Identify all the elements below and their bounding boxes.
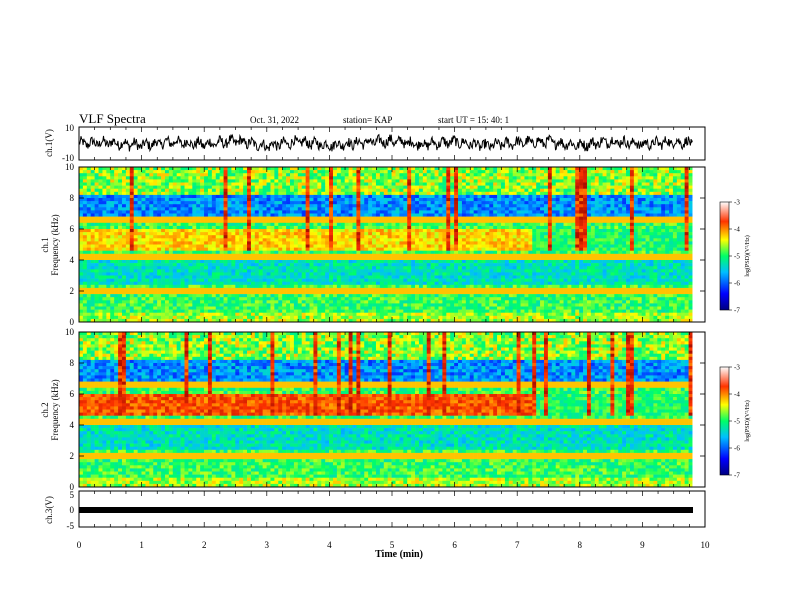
ch1-ytick-bottom: -10	[62, 153, 74, 163]
ch1-waveform-trace	[78, 133, 693, 153]
ch2-spec-ytick-label: 6	[70, 389, 75, 399]
ch1-spec-ytick-label: 6	[70, 224, 75, 234]
x-tick-label: 0	[77, 540, 82, 550]
x-tick-label: 5	[390, 540, 395, 550]
ch2-colorbar-tick: -5	[734, 418, 740, 426]
x-tick-label: 7	[515, 540, 520, 550]
ch2-colorbar-label: log(PSD)(V²/Hz)	[744, 400, 751, 441]
figure-title: VLF Spectra	[79, 111, 146, 126]
ch3-ylabel: ch.3(V)	[44, 496, 54, 524]
ch1-colorbar-tick: -3	[734, 199, 740, 207]
station-label: station= KAP	[343, 115, 392, 125]
ch2-colorbar-tick: -7	[734, 472, 740, 480]
ch1-colorbar-tick: -6	[734, 280, 740, 288]
x-tick-label: 6	[452, 540, 457, 550]
ch2-colorbar-tick: -6	[734, 445, 740, 453]
ch2-spec-ylabel-frequency: Frequency (kHz)	[50, 379, 60, 440]
ch2-colorbar: -3 -4 -5 -6 -7 log(PSD)(V²/Hz)	[719, 364, 751, 480]
ch1-colorbar: -3 -4 -5 -6 -7 log(PSD)(V²/Hz)	[719, 199, 751, 315]
start-time-label: start UT = 15: 40: 1	[438, 115, 509, 125]
ch1-ytick-top: 10	[65, 123, 75, 133]
ch2-colorbar-tick: -3	[734, 364, 740, 372]
ch2-spec-ytick-label: 10	[65, 327, 75, 337]
ch1-spec-ytick-label: 0	[70, 317, 75, 327]
x-axis-label: Time (min)	[375, 549, 423, 560]
ch3-ytick-mid: 0	[70, 505, 75, 515]
ch1-spec-ytick-label: 2	[70, 286, 75, 296]
ch3-waveform-trace	[79, 507, 693, 513]
ch1-waveform-panel: 10 -10 ch.1(V)	[44, 123, 706, 163]
ch2-spec-ytick-label: 2	[70, 451, 75, 461]
ch2-spec-ytick-label: 8	[70, 358, 75, 368]
x-tick-label: 1	[139, 540, 144, 550]
date-label: Oct. 31, 2022	[250, 115, 299, 125]
ch1-colorbar-tick: -5	[734, 253, 740, 261]
x-tick-label: 2	[202, 540, 207, 550]
x-tick-label: 4	[327, 540, 332, 550]
ch1-spec-ytick-label: 10	[65, 162, 75, 172]
x-tick-label: 8	[578, 540, 583, 550]
ch2-spectrogram-panel: 0 2 4 6 8 10 ch.2 Frequency (kHz)	[40, 327, 706, 492]
ch2-spec-ytick-label: 4	[70, 420, 75, 430]
ch2-spectrogram-image	[79, 332, 705, 488]
ch3-waveform-panel: 5 0 -5 ch.3(V)	[44, 490, 706, 531]
x-tick-label: 9	[640, 540, 645, 550]
ch1-spectrogram-panel: 0 2 4 6 8 10 ch.1 Frequency (kHz)	[40, 162, 706, 327]
x-tick-label: 3	[265, 540, 270, 550]
ch1-spec-ylabel-frequency: Frequency (kHz)	[50, 214, 60, 275]
ch1-colorbar-label: log(PSD)(V²/Hz)	[744, 235, 751, 276]
ch1-ylabel: ch.1(V)	[44, 129, 54, 157]
ch1-spec-ytick-label: 4	[70, 255, 75, 265]
ch1-colorbar-tick: -7	[734, 307, 740, 315]
ch3-ytick-top: 5	[70, 490, 75, 500]
ch2-spec-ytick-label: 0	[70, 482, 75, 492]
ch1-colorbar-tick: -4	[734, 226, 740, 234]
ch1-spec-ylabel-channel: ch.1	[40, 237, 50, 252]
ch2-spec-ylabel-channel: ch.2	[40, 402, 50, 417]
ch3-ytick-bottom: -5	[67, 521, 75, 531]
ch1-spec-ytick-label: 8	[70, 193, 75, 203]
ch2-colorbar-tick: -4	[734, 391, 740, 399]
x-axis-ticks	[78, 127, 706, 527]
x-axis-tick-labels: 0 1 2 3 4 5 6 7 8 9 10	[77, 540, 710, 550]
ch1-spectrogram-image	[79, 167, 705, 323]
x-tick-label: 10	[701, 540, 711, 550]
